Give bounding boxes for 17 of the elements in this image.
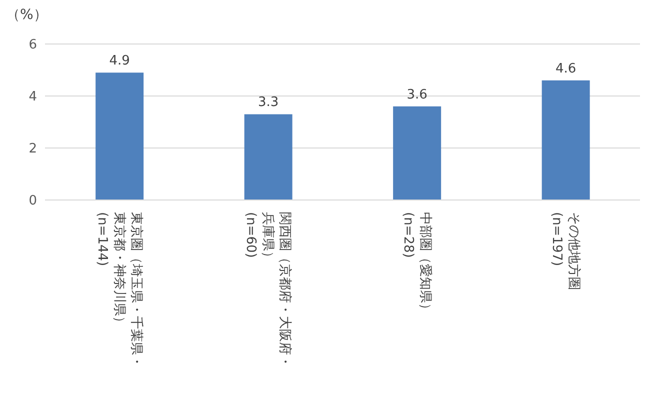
- bar: [96, 72, 144, 200]
- data-label: 4.6: [555, 61, 576, 76]
- x-tick-label: 中部圏（愛知県）(n=28): [400, 212, 433, 316]
- y-tick-label: 6: [28, 38, 37, 53]
- y-axis-title: （%）: [6, 6, 48, 24]
- data-label: 3.6: [406, 87, 428, 102]
- x-tick-label: 東京圏（埼玉県・千葉県・東京都・神奈川県）(n=144): [94, 212, 144, 368]
- data-label: 4.9: [109, 54, 130, 69]
- y-tick-label: 4: [28, 90, 37, 105]
- y-tick-label: 0: [28, 194, 37, 209]
- x-tick-label: 関西圏（京都府・大阪府・兵庫県）(n=60): [244, 212, 294, 368]
- x-tick-label: その他地方圏(n=197): [550, 212, 583, 290]
- y-tick-label: 2: [28, 142, 37, 157]
- bar: [393, 106, 442, 200]
- bar: [542, 80, 590, 200]
- data-label: 3.3: [258, 95, 279, 110]
- bar: [244, 114, 292, 200]
